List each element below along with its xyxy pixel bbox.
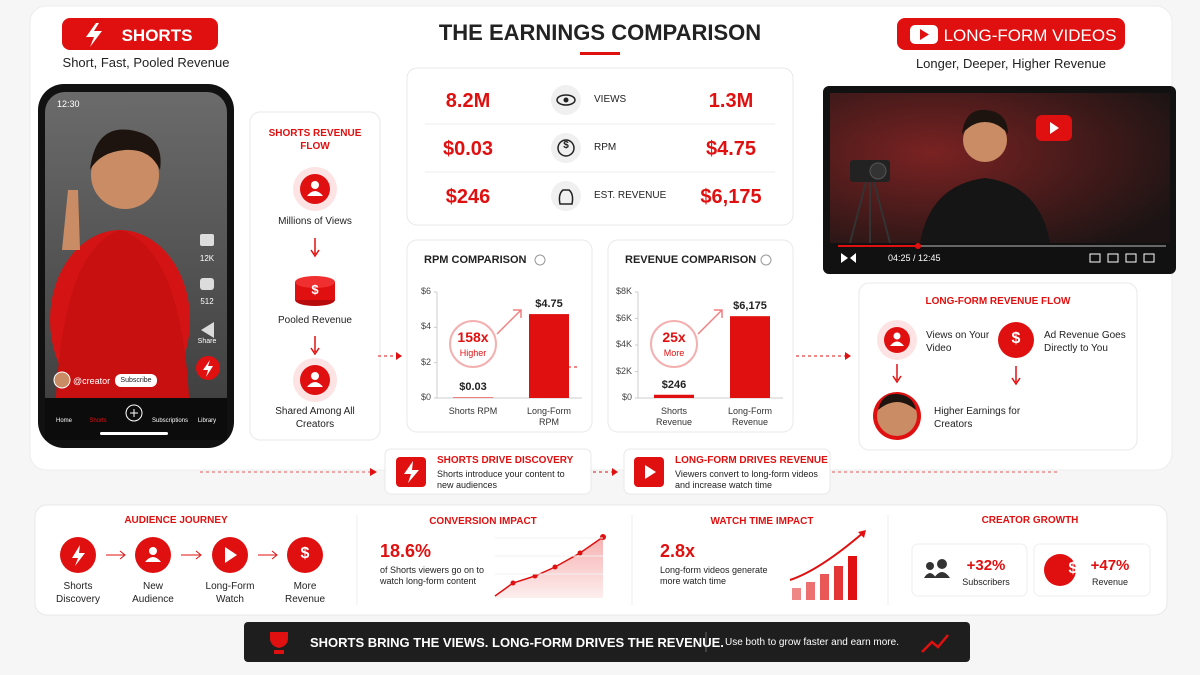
journey-step: Shorts Discovery — [56, 581, 100, 605]
dollar-icon: $ — [1011, 330, 1021, 347]
annotation-multiple: 25x — [662, 329, 686, 345]
flow-step: Ad Revenue Goes Directly to You — [1044, 330, 1126, 354]
journey-step: Long-Form Watch — [205, 581, 255, 605]
callout-title: SHORTS DRIVE DISCOVERY — [437, 455, 574, 466]
y-tick-label: $4K — [615, 339, 632, 349]
shorts-stat: $0.03 — [442, 138, 494, 160]
y-tick-label: $0 — [420, 392, 431, 402]
chart-title: RPM COMPARISON — [424, 254, 527, 266]
annotation-arrow — [697, 309, 723, 335]
flow-title: LONG-FORM REVENUE FLOW — [925, 296, 1071, 307]
x-tick-label: Long-Form RPM — [526, 406, 571, 428]
section-title: AUDIENCE JOURNEY — [124, 515, 228, 526]
value-label: $0.03 — [459, 381, 487, 394]
share: Share — [197, 338, 217, 345]
chart-title: REVENUE COMPARISON — [625, 254, 757, 266]
y-tick-label: $6 — [420, 286, 431, 296]
growth-value: +47% — [1090, 557, 1130, 574]
nav-item[interactable]: Subscriptions — [151, 418, 189, 424]
x-tick-label: Shorts RPM — [448, 406, 498, 416]
handle: @creator — [73, 376, 111, 386]
value-label: $246 — [661, 378, 687, 391]
y-tick-label: $4 — [420, 321, 431, 332]
flow-step: Millions of Views — [278, 216, 352, 227]
page-title: THE EARNINGS COMPARISON — [438, 20, 762, 45]
growth-label: Revenue — [1091, 577, 1129, 587]
dollar-icon: $ — [1068, 560, 1078, 577]
flow-step: Pooled Revenue — [278, 315, 352, 326]
section-title: CONVERSION IMPACT — [429, 516, 537, 527]
annotation-text: More — [663, 348, 685, 358]
annotation-arrow — [496, 309, 522, 335]
longform-stat: $6,175 — [700, 186, 762, 208]
footer-text: Use both to grow faster and earn more. — [725, 637, 899, 648]
y-tick-label: $2K — [615, 365, 632, 376]
phone-time: 12:30 — [57, 99, 80, 109]
annotation-text: Higher — [459, 348, 487, 358]
shorts-stat: 8.2M — [445, 90, 491, 112]
callout-text: Shorts introduce your content to new aud… — [437, 469, 565, 491]
y-tick-label: $8K — [615, 286, 632, 296]
growth-label: Subscribers — [962, 577, 1010, 587]
dollar-icon: $ — [311, 282, 319, 297]
callout-title: LONG-FORM DRIVES REVENUE — [675, 455, 828, 466]
dollar-icon: $ — [563, 140, 569, 151]
watch-time-text: Long-form videos generate more watch tim… — [660, 565, 768, 587]
conversion-value: 18.6% — [380, 541, 432, 561]
section-title: CREATOR GROWTH — [981, 515, 1079, 526]
journey-step: New Audience — [132, 581, 174, 605]
conversion-text: of Shorts viewers go on to watch long-fo… — [380, 565, 485, 587]
value-label: $6,175 — [733, 300, 767, 313]
bar — [453, 397, 493, 398]
growth-value: +32% — [966, 557, 1006, 574]
annotation-ring — [650, 320, 698, 368]
comments: 512 — [200, 297, 214, 306]
nav-item[interactable]: Home — [55, 418, 72, 424]
longform-badge: LONG-FORM VIDEOS — [943, 26, 1117, 45]
x-tick-label: Long-Form Revenue — [727, 406, 772, 428]
journey-step: More Revenue — [284, 581, 326, 605]
y-tick-label: $0 — [621, 392, 632, 402]
longform-stat: 1.3M — [708, 90, 754, 112]
bar — [654, 394, 694, 398]
watch-time-value: 2.8x — [660, 541, 696, 561]
subscribe-button[interactable]: Subscribe — [120, 377, 152, 384]
x-tick-label: Shorts Revenue — [655, 406, 693, 428]
y-tick-label: $2 — [420, 356, 431, 367]
bar — [529, 314, 569, 398]
likes: 12K — [199, 254, 215, 263]
y-tick-label: $6K — [615, 312, 632, 323]
section-title: WATCH TIME IMPACT — [710, 516, 814, 527]
stat-metric: EST. REVENUE — [594, 190, 667, 201]
shorts-tagline: Short, Fast, Pooled Revenue — [62, 55, 230, 70]
flow-title: SHORTS REVENUE FLOW — [268, 128, 362, 152]
callout-text: Viewers convert to long-form videos and … — [675, 469, 818, 491]
longform-tagline: Longer, Deeper, Higher Revenue — [915, 56, 1107, 71]
video-time: 04:25 / 12:45 — [888, 253, 941, 263]
annotation-ring — [449, 320, 497, 368]
value-label: $4.75 — [535, 298, 563, 311]
flow-step: Shared Among All Creators — [275, 406, 355, 430]
nav-item[interactable]: Shorts — [89, 418, 107, 424]
dollar-icon: $ — [300, 545, 310, 562]
annotation-multiple: 158x — [457, 329, 489, 345]
longform-stat: $4.75 — [705, 138, 757, 160]
stat-metric: RPM — [594, 142, 617, 153]
flow-step: Higher Earnings for Creators — [934, 406, 1021, 430]
nav-item[interactable]: Library — [197, 418, 217, 424]
flow-step: Views on Your Video — [926, 330, 990, 354]
stat-metric: VIEWS — [594, 94, 627, 105]
shorts-stat: $246 — [445, 186, 491, 208]
footer-headline: SHORTS BRING THE VIEWS. LONG-FORM DRIVES… — [310, 635, 724, 650]
bar — [730, 316, 770, 398]
shorts-badge: SHORTS — [121, 26, 193, 45]
